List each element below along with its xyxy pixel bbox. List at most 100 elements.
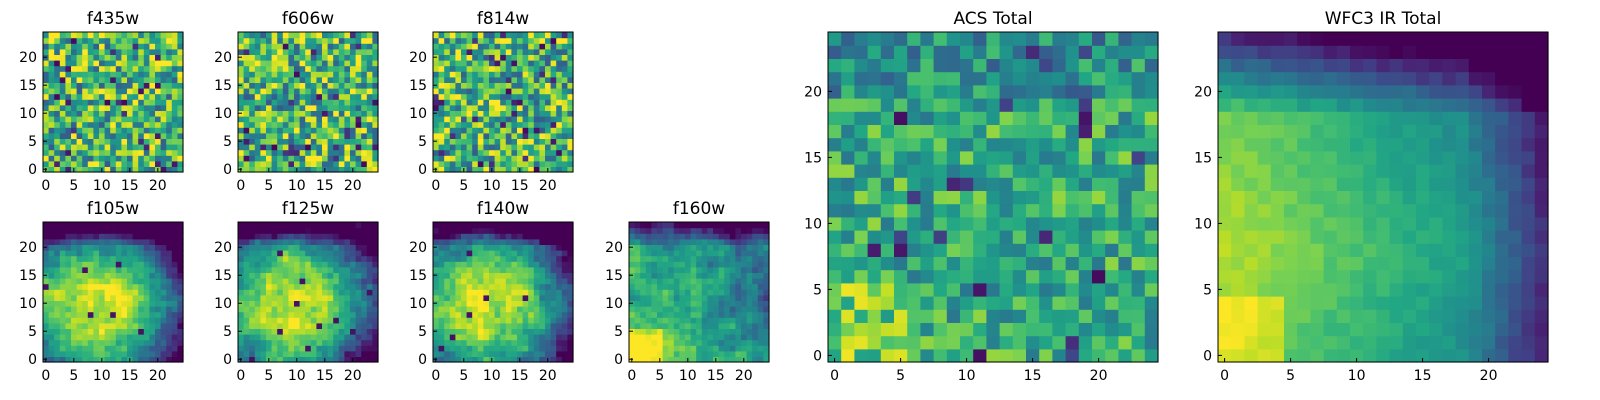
heatmap-cell [461,238,468,245]
heatmap-cell [76,110,83,117]
heatmap-cell [483,82,490,89]
heatmap-cell [366,283,373,290]
heatmap-cell [550,65,557,72]
heatmap-cell [494,48,501,55]
heatmap-cell [828,322,842,337]
heatmap-cell [696,238,703,245]
heatmap-cell [701,255,708,262]
heatmap-cell [338,233,345,240]
heatmap-cell [472,272,479,279]
heatmap-cell [466,71,473,78]
heatmap-cell [645,356,652,363]
heatmap-cell [679,272,686,279]
heatmap-cell [455,82,462,89]
heatmap-cell [310,127,317,134]
heatmap-cell [433,88,440,95]
heatmap-cell [333,54,340,61]
heatmap-cell [177,311,184,318]
heatmap-cell [361,350,368,357]
heatmap-cell [333,222,340,229]
heatmap-cell [550,272,557,279]
heatmap-cell [177,306,184,313]
heatmap-cell [539,48,546,55]
heatmap-cell [466,149,473,156]
heatmap-cell [82,149,89,156]
heatmap-cell [483,99,490,106]
heatmap-cell [696,300,703,307]
heatmap-cell [99,244,106,251]
heatmap-cell [841,230,855,244]
heatmap-cell [171,110,178,117]
heatmap-cell [115,37,122,44]
heatmap-cell [662,339,669,346]
heatmap-cell [59,244,66,251]
heatmap-cell [634,306,641,313]
heatmap-cell [299,306,306,313]
heatmap-cell [466,121,473,128]
heatmap-cell [260,60,267,67]
heatmap-cell [511,71,518,78]
heatmap-cell [466,261,473,268]
heatmap-cell [366,339,373,346]
heatmap-cell [505,99,512,106]
heatmap-cell [121,261,128,268]
heatmap-cell [305,339,312,346]
heatmap-cell [986,124,1001,139]
heatmap-cell [1105,269,1119,284]
heatmap-cell [143,88,150,95]
heatmap-cell [277,238,284,245]
heatmap-cell [132,76,139,83]
heatmap-cell [149,255,156,262]
heatmap-cell [920,322,935,337]
heatmap-cell [155,127,162,134]
heatmap-cell [87,104,94,111]
heatmap-cell [673,227,680,234]
heatmap-cell [707,283,714,290]
heatmap-cell [82,294,89,301]
heatmap-cell [533,155,540,162]
heatmap-cell [71,127,78,134]
heatmap-cell [483,76,490,83]
heatmap-cell [322,155,329,162]
heatmap-cell [550,37,557,44]
heatmap-cell [166,54,173,61]
heatmap-cell [166,116,173,123]
heatmap-cell [729,317,736,324]
heatmap-cell [696,294,703,301]
heatmap-cell [567,339,574,346]
heatmap-cell [260,65,267,72]
heatmap-cell [299,272,306,279]
heatmap-cell [645,334,652,341]
heatmap-cell [657,334,664,341]
heatmap-cell [455,283,462,290]
heatmap-cell [260,322,267,329]
heatmap-cell [696,350,703,357]
heatmap-cell [894,348,908,363]
heatmap-cell [65,48,72,55]
heatmap-cell [449,104,456,111]
heatmap-cell [166,356,173,363]
heatmap-cell [673,233,680,240]
heatmap-cell [305,261,312,268]
heatmap-cell [71,138,78,145]
heatmap-cell [1065,216,1080,231]
heatmap-cell [645,300,652,307]
heatmap-cell [271,127,278,134]
heatmap-cell [556,283,563,290]
heatmap-cell [556,345,563,352]
heatmap-cell [449,294,456,301]
heatmap-cell [545,322,552,329]
heatmap-cell [338,244,345,251]
heatmap-cell [1078,269,1093,284]
heatmap-cell [651,294,658,301]
heatmap-cell [449,60,456,67]
heatmap-cell [71,110,78,117]
heatmap-cell [338,82,345,89]
heatmap-cell [316,334,323,341]
heatmap-cell [483,160,490,167]
heatmap-cell [880,335,895,350]
heatmap-cell [149,32,156,39]
heatmap-cell [138,317,145,324]
heatmap-cell [707,222,714,229]
heatmap-cell [338,283,345,290]
